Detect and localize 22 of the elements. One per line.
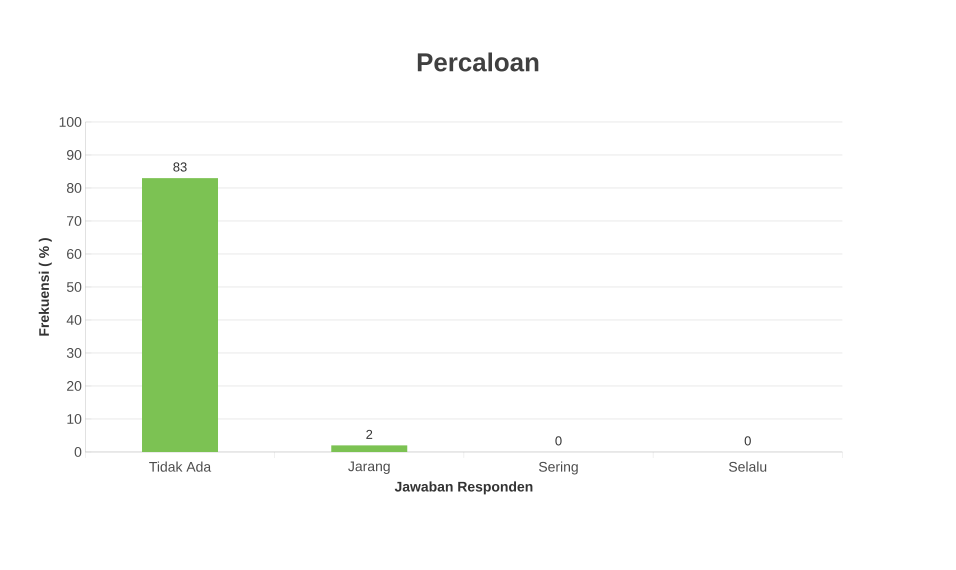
y-tick-label: 100 <box>60 117 82 127</box>
y-tick-label: 80 <box>66 183 82 193</box>
y-tick-label: 10 <box>67 414 82 424</box>
y-tick-label: 50 <box>66 282 82 292</box>
y-tick-label: 60 <box>67 249 82 259</box>
data-label: 0 <box>555 436 562 446</box>
y-tick-label: 70 <box>67 216 82 226</box>
y-axis-title: Frekuensi ( % ) <box>38 238 52 336</box>
data-label: 0 <box>744 436 751 446</box>
y-tick-label: 20 <box>67 381 82 391</box>
x-tick-label: Selalu <box>729 462 766 472</box>
x-tick-label: Tidak Ada <box>149 462 212 472</box>
x-tick-label: Jarang <box>348 462 390 474</box>
y-tick-label: 0 <box>74 447 82 457</box>
data-label: 2 <box>366 430 372 439</box>
y-tick-label: 90 <box>67 150 82 160</box>
y-tick-label: 30 <box>66 348 82 358</box>
data-label: 83 <box>173 162 187 172</box>
y-tick-label: 40 <box>66 315 82 325</box>
x-tick-label: Sering <box>538 462 578 474</box>
x-axis-title: Jawaban Responden <box>394 481 532 494</box>
chart-title: Percaloan <box>418 52 538 72</box>
